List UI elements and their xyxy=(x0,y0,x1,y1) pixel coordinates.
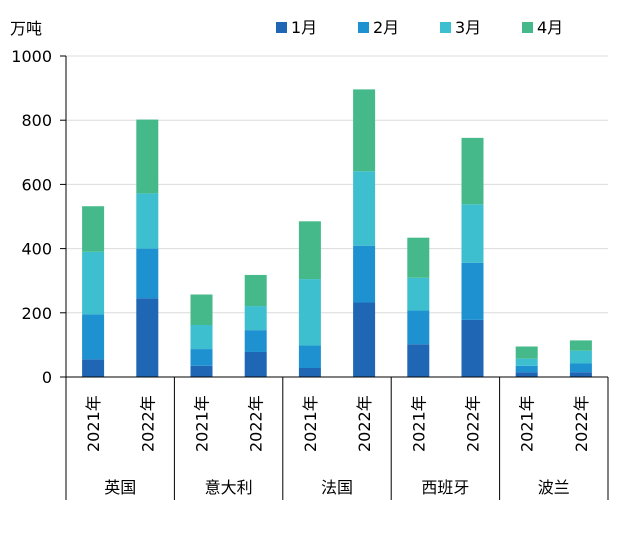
legend-label: 1月 xyxy=(291,18,317,37)
x-tick-label: 2021年 xyxy=(84,395,103,452)
bar-segment xyxy=(298,368,321,377)
bar-segment xyxy=(298,221,321,280)
bar-segment xyxy=(136,298,159,377)
x-tick-label: 2022年 xyxy=(355,395,374,452)
x-tick-label: 2021年 xyxy=(518,395,537,452)
x-group-label: 法国 xyxy=(321,478,353,497)
bar-segment xyxy=(136,119,159,194)
x-group-label: 英国 xyxy=(104,478,136,497)
bar-segment xyxy=(353,171,376,246)
bar-segment xyxy=(407,237,430,278)
y-tick-label: 1000 xyxy=(11,47,52,66)
x-tick-label: 2022年 xyxy=(138,395,157,452)
bar-segment xyxy=(136,248,159,299)
bar-segment xyxy=(515,365,538,373)
bar-segment xyxy=(569,350,592,364)
bar-segment xyxy=(298,279,321,346)
legend: 1月 2月 3月 4月 xyxy=(276,18,563,37)
bar-segment xyxy=(569,340,592,351)
y-tick-label: 800 xyxy=(21,111,52,130)
y-tick-label: 0 xyxy=(42,368,52,387)
x-tick-label: 2022年 xyxy=(464,395,483,452)
y-axis: 0 200 400 600 800 1000 xyxy=(11,47,67,387)
bars xyxy=(82,89,592,377)
bar-segment xyxy=(461,262,484,320)
bar-segment xyxy=(298,345,321,369)
x-group-label: 西班牙 xyxy=(421,478,469,497)
legend-swatch xyxy=(358,22,369,33)
x-tick-label: 2021年 xyxy=(193,395,212,452)
bar-segment xyxy=(136,193,159,249)
bar-segment xyxy=(82,359,105,377)
y-tick-label: 200 xyxy=(21,304,52,323)
bar-segment xyxy=(190,324,213,350)
bar-segment xyxy=(244,306,267,331)
bar-segment xyxy=(407,277,430,311)
bar-segment xyxy=(244,274,267,307)
bar-segment xyxy=(190,349,213,366)
y-tick-label: 400 xyxy=(21,240,52,259)
x-group-label: 波兰 xyxy=(538,478,570,497)
bar-segment xyxy=(244,351,267,377)
bar-segment xyxy=(353,302,376,377)
bar-segment xyxy=(82,314,105,360)
x-tick-label: 2022年 xyxy=(572,395,591,452)
bar-segment xyxy=(515,346,538,359)
bar-segment xyxy=(407,310,430,345)
bar-segment xyxy=(461,204,484,263)
bar-segment xyxy=(190,294,213,325)
bar-segment xyxy=(461,319,484,377)
bar-segment xyxy=(353,89,376,172)
bar-segment xyxy=(190,365,213,377)
legend-swatch xyxy=(440,22,451,33)
legend-swatch xyxy=(276,22,287,33)
x-tick-label: 2022年 xyxy=(247,395,266,452)
bar-segment xyxy=(569,363,592,373)
legend-label: 3月 xyxy=(455,18,481,37)
bar-segment xyxy=(569,372,592,377)
bar-segment xyxy=(353,245,376,303)
y-tick-label: 600 xyxy=(21,175,52,194)
bar-segment xyxy=(515,372,538,377)
x-tick-label: 2021年 xyxy=(409,395,428,452)
legend-swatch xyxy=(522,22,533,33)
bar-segment xyxy=(407,344,430,377)
legend-label: 4月 xyxy=(537,18,563,37)
x-group-label: 意大利 xyxy=(205,478,253,497)
legend-label: 2月 xyxy=(373,18,399,37)
bar-segment xyxy=(82,206,105,252)
bar-segment xyxy=(244,330,267,352)
bar-segment xyxy=(515,358,538,366)
bar-segment xyxy=(461,137,484,205)
y-axis-unit-label: 万吨 xyxy=(10,19,42,38)
bar-segment xyxy=(82,251,105,315)
x-tick-label: 2021年 xyxy=(301,395,320,452)
